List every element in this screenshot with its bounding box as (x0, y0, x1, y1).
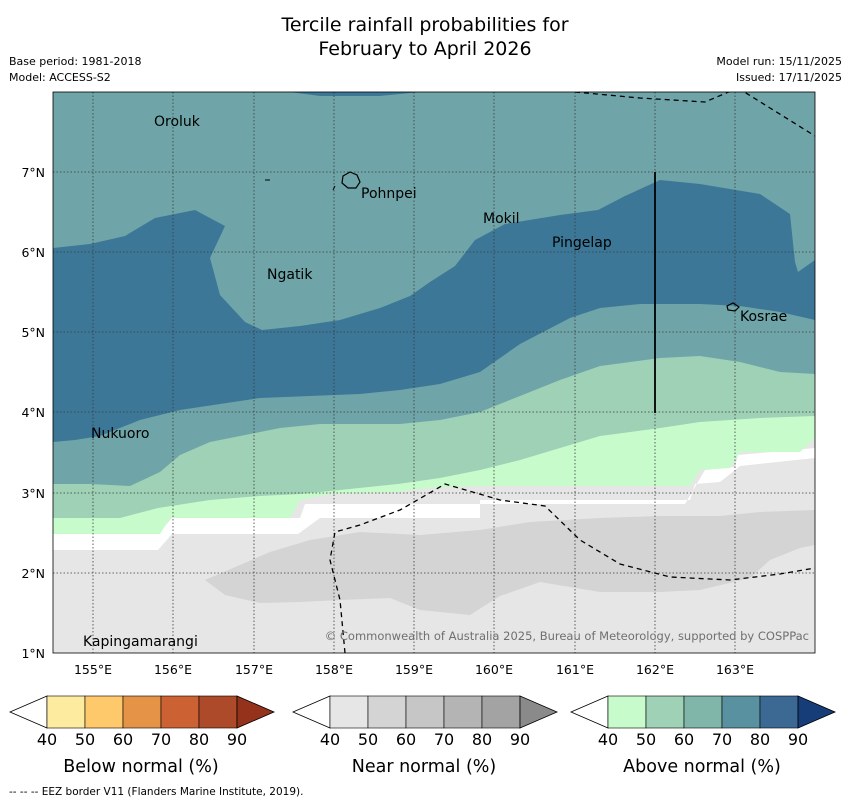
colorbar-1-tick-label: 50 (358, 730, 378, 749)
lon-label-157e: 157°E (235, 662, 273, 677)
colorbar-2-segment (759, 695, 799, 729)
colorbar-0-tick-label: 50 (75, 730, 95, 749)
title-line-2: February to April 2026 (318, 38, 532, 60)
lat-label-1n: 1°N (21, 646, 45, 661)
eez-footnote: -- -- -- EEZ border V11 (Flanders Marine… (9, 786, 304, 798)
colorbar-0-segment (122, 695, 162, 729)
place-mokil: Mokil (483, 211, 520, 227)
place-labels: Oroluk Pohnpei Mokil Pingelap Ngatik Kos… (83, 114, 787, 650)
lon-label-162e: 162°E (636, 662, 674, 677)
colorbar-0-segment (84, 695, 124, 729)
colorbar-0-tick-label: 40 (37, 730, 57, 749)
place-kosrae: Kosrae (740, 309, 787, 325)
colorbar-near-normal-title: Near normal (%) (352, 757, 497, 777)
colorbar-0-segment (198, 695, 238, 729)
colorbar-0-segment (160, 695, 200, 729)
title-line-1: Tercile rainfall probabilities for (281, 14, 569, 36)
colorbar-2-tick-label: 70 (712, 730, 732, 749)
lat-axis: 7°N 6°N 5°N 4°N 3°N 2°N 1°N (21, 165, 45, 661)
lon-label-159e: 159°E (395, 662, 433, 677)
place-kapingamarangi: Kapingamarangi (83, 634, 198, 650)
colorbar-legends: Below normal (%) 40 50 60 70 80 90 Near norma… (8, 695, 837, 777)
near-normal-below-40-area (53, 448, 815, 550)
colorbar-0-over-tip (236, 695, 276, 729)
colorbar-above-normal-title: Above normal (%) (623, 757, 781, 777)
colorbar-above-normal: Above normal (%) 40 50 60 70 80 90 (569, 695, 837, 777)
base-period: Base period: 1981-2018 (9, 55, 142, 68)
colorbar-1-tick-label: 70 (434, 730, 454, 749)
lon-label-161e: 161°E (556, 662, 594, 677)
near-normal-50-60-area (205, 510, 815, 615)
colorbar-1-tick-label: 40 (320, 730, 340, 749)
colorbar-0-segment (46, 695, 86, 729)
lat-label-5n: 5°N (21, 325, 45, 340)
colorbar-0-tick-label: 80 (189, 730, 209, 749)
model-name: Model: ACCESS-S2 (9, 71, 111, 84)
colorbar-2-segment (683, 695, 723, 729)
copyright-notice: © Commonwealth of Australia 2025, Bureau… (325, 629, 809, 643)
colorbar-2-tick-label: 90 (788, 730, 808, 749)
colorbar-near-normal: Near normal (%) 40 50 60 70 80 90 (291, 695, 559, 777)
colorbar-1-segment (329, 695, 369, 729)
colorbar-2-under-tip (569, 695, 609, 729)
colorbar-0-tick-label: 90 (227, 730, 247, 749)
colorbar-1-segment (443, 695, 483, 729)
lat-label-7n: 7°N (21, 165, 45, 180)
colorbar-2-tick-label: 60 (674, 730, 694, 749)
above-normal-70-80-area (53, 180, 815, 442)
colorbar-1-tick-label: 60 (396, 730, 416, 749)
lon-label-163e: 163°E (716, 662, 754, 677)
lon-label-158e: 158°E (315, 662, 353, 677)
colorbar-2-segment (645, 695, 685, 729)
colorbar-1-segment (405, 695, 445, 729)
colorbar-1-under-tip (291, 695, 331, 729)
colorbar-2-over-tip (797, 695, 837, 729)
pohnpei-island-outline (341, 171, 361, 189)
colorbar-1-segment (481, 695, 521, 729)
lat-label-3n: 3°N (21, 486, 45, 501)
model-run: Model run: 15/11/2025 (716, 55, 842, 68)
lon-label-160e: 160°E (475, 662, 513, 677)
colorbar-below-normal-title: Below normal (%) (63, 757, 218, 777)
probability-field (53, 92, 815, 653)
colorbar-2-segment (721, 695, 761, 729)
kosrae-island-outline (726, 302, 740, 312)
place-oroluk: Oroluk (154, 114, 201, 130)
lon-label-155e: 155°E (74, 662, 112, 677)
colorbar-2-tick-label: 40 (598, 730, 618, 749)
place-pingelap: Pingelap (552, 235, 612, 251)
lon-axis: 155°E 156°E 157°E 158°E 159°E 160°E 161°… (74, 662, 754, 677)
issued-date: Issued: 17/11/2025 (735, 71, 842, 84)
lon-label-156e: 156°E (154, 662, 192, 677)
colorbar-1-tick-label: 80 (472, 730, 492, 749)
lat-label-6n: 6°N (21, 245, 45, 260)
colorbar-2-segment (607, 695, 647, 729)
colorbar-1-segment (367, 695, 407, 729)
colorbar-2-tick-label: 80 (750, 730, 770, 749)
map-frame (52, 91, 816, 654)
colorbar-1-tick-label: 90 (510, 730, 530, 749)
colorbar-2-tick-label: 50 (636, 730, 656, 749)
place-nukuoro: Nukuoro (91, 426, 149, 442)
colorbar-0-under-tip (8, 695, 48, 729)
lat-label-2n: 2°N (21, 566, 45, 581)
colorbar-1-over-tip (519, 695, 559, 729)
place-pohnpei: Pohnpei (361, 186, 417, 202)
eez-borders (329, 92, 815, 653)
ant-atoll-mark (332, 185, 336, 191)
above-normal-70-80-streak (290, 92, 420, 96)
colorbar-below-normal: Below normal (%) 40 50 60 70 80 90 (8, 695, 276, 777)
place-ngatik: Ngatik (267, 267, 313, 283)
lat-label-4n: 4°N (21, 405, 45, 420)
colorbar-0-tick-label: 60 (113, 730, 133, 749)
colorbar-0-tick-label: 70 (151, 730, 171, 749)
